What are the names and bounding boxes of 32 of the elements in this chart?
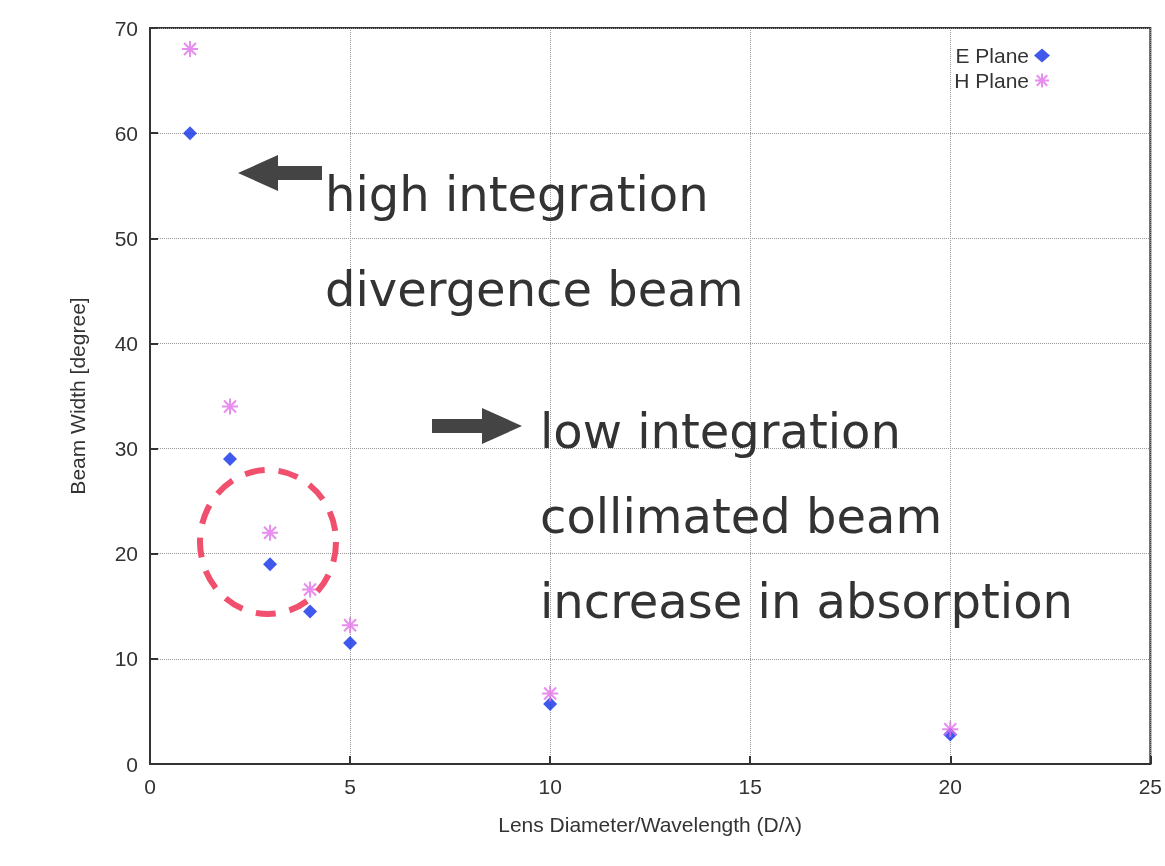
y-tick-label: 50	[114, 226, 138, 250]
x-tick-label: 15	[738, 775, 762, 798]
point	[263, 557, 278, 572]
point	[181, 40, 200, 59]
x-axis-title: Lens Diameter/Wavelength (D/λ)	[498, 813, 803, 836]
y-tick-label: 60	[114, 121, 138, 145]
x-tick-label: 10	[538, 775, 562, 798]
x-tick-label: 25	[1138, 775, 1162, 798]
x-tick-label: 0	[144, 775, 156, 798]
legend-label: H Plane	[954, 69, 1029, 92]
x-tick-label: 20	[938, 775, 962, 798]
point	[303, 604, 318, 619]
y-tick-label: 70	[114, 16, 138, 40]
point	[183, 126, 198, 141]
y-tick-label: 10	[114, 647, 138, 671]
point	[221, 397, 240, 416]
point	[341, 616, 360, 635]
point	[223, 452, 238, 467]
y-tick-label: 40	[114, 331, 138, 355]
point	[261, 523, 280, 542]
y-tick-label: 30	[114, 437, 138, 461]
y-axis-title: Beam Width [degree]	[66, 297, 89, 495]
point	[543, 697, 558, 712]
x-tick-label: 5	[344, 775, 356, 798]
y-tick-label: 20	[114, 542, 138, 566]
y-tick-label: 0	[126, 752, 138, 776]
annotation: low integration collimated beam increase in absorption	[540, 402, 1073, 629]
point	[941, 720, 960, 739]
point	[541, 684, 560, 703]
annotation: high integration divergence beam	[325, 165, 744, 317]
point	[343, 636, 358, 651]
legend-label: E Plane	[955, 44, 1029, 67]
